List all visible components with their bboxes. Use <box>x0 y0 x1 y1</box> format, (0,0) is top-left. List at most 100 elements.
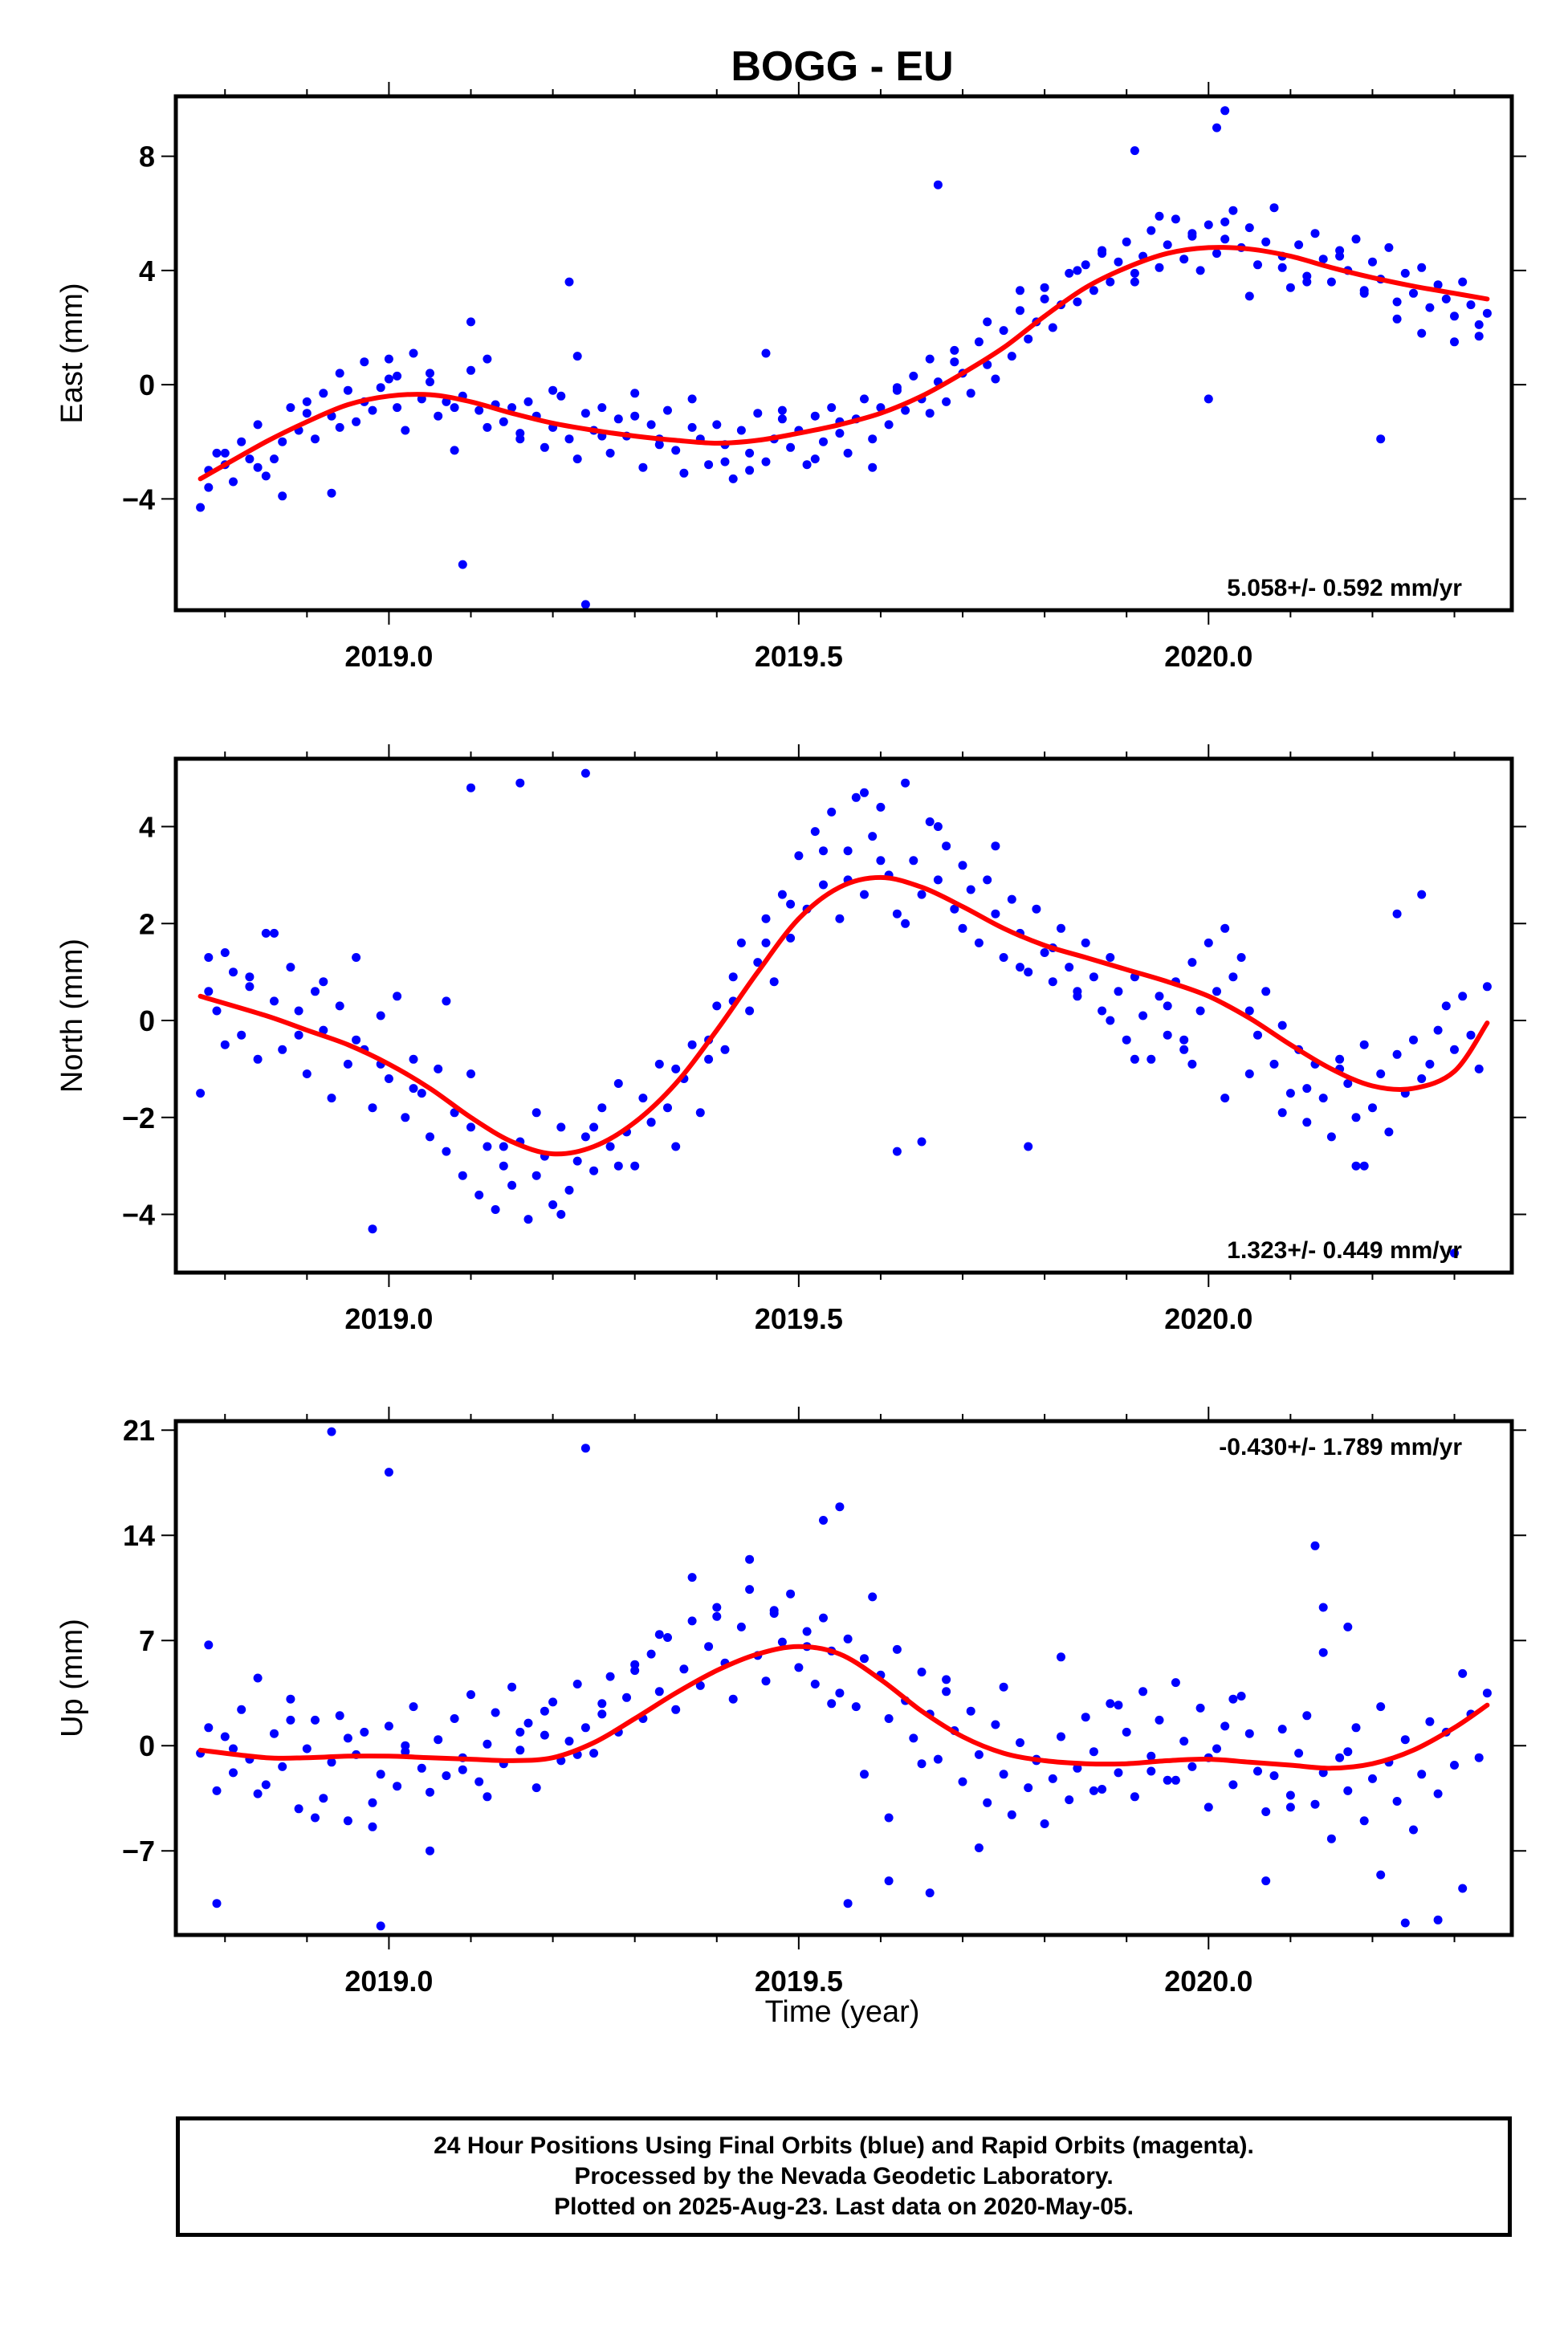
up-data-point <box>687 1573 697 1583</box>
up-data-point <box>261 1780 271 1790</box>
east-data-point <box>827 403 837 413</box>
up-data-point <box>860 1770 869 1779</box>
up-data-point <box>580 1444 590 1453</box>
up-data-point <box>1057 1652 1065 1662</box>
east-data-point <box>1195 266 1205 275</box>
east-data-point <box>1253 260 1262 270</box>
north-data-point <box>1073 987 1082 996</box>
up-data-point <box>597 1699 607 1709</box>
north-data-point <box>1376 1069 1386 1078</box>
north-data-point <box>458 1171 467 1180</box>
east-data-point <box>802 460 812 470</box>
north-data-point <box>499 1161 508 1171</box>
up-data-point <box>311 1813 320 1823</box>
up-data-point <box>671 1705 681 1714</box>
up-data-point <box>278 1762 287 1771</box>
north-data-point <box>253 1054 263 1064</box>
east-data-point <box>1392 314 1402 324</box>
east-data-point <box>843 448 853 458</box>
east-data-point <box>572 352 582 361</box>
east-data-point <box>950 357 959 367</box>
north-data-point <box>1335 1054 1345 1064</box>
north-data-point <box>409 1054 418 1064</box>
footer-line-2: Processed by the Nevada Geodetic Laborat… <box>574 2163 1114 2189</box>
north-y-tick-label: 2 <box>139 907 155 940</box>
east-data-point <box>745 448 755 458</box>
up-data-point <box>1269 1771 1279 1781</box>
east-data-point <box>950 345 959 355</box>
north-data-point <box>819 880 828 890</box>
east-data-point <box>876 403 886 413</box>
east-data-point <box>1114 257 1123 267</box>
north-data-point <box>868 832 878 841</box>
east-data-point <box>1441 294 1451 303</box>
up-data-point <box>917 1759 927 1769</box>
north-data-point <box>237 1030 246 1040</box>
east-data-point <box>1212 249 1221 259</box>
up-data-point <box>1065 1795 1074 1805</box>
north-data-point <box>901 778 910 788</box>
north-data-point <box>786 933 796 943</box>
up-data-point <box>1155 1715 1164 1725</box>
east-data-point <box>1474 332 1484 341</box>
north-data-point <box>810 827 820 837</box>
north-data-point <box>491 1205 500 1214</box>
east-data-point <box>720 457 730 466</box>
up-data-point <box>851 1702 861 1712</box>
east-data-point <box>1433 280 1443 290</box>
up-data-point <box>892 1644 902 1654</box>
east-data-point <box>942 397 951 406</box>
east-data-point <box>810 454 820 464</box>
east-plot-frame <box>173 94 1514 613</box>
up-data-point <box>1146 1751 1156 1761</box>
up-data-point <box>1458 1668 1468 1678</box>
east-data-point <box>909 371 918 381</box>
north-data-point <box>1081 938 1090 947</box>
east-data-point <box>983 317 992 327</box>
east-data-point <box>1155 211 1164 221</box>
east-data-point <box>384 354 393 364</box>
up-data-point <box>605 1672 615 1681</box>
up-data-point <box>1253 1766 1262 1776</box>
north-data-point <box>1368 1103 1377 1113</box>
up-data-point <box>589 1749 599 1758</box>
east-data-point <box>1458 277 1468 287</box>
up-data-point <box>204 1640 214 1650</box>
north-data-point <box>335 1001 344 1011</box>
north-data-point <box>1351 1113 1361 1122</box>
north-x-tick-label: 2020.0 <box>1164 1302 1252 1335</box>
east-data-point <box>868 462 878 472</box>
north-data-point <box>343 1059 352 1069</box>
north-data-point <box>769 977 779 987</box>
north-data-point <box>786 899 796 909</box>
up-data-point <box>376 1921 385 1931</box>
north-data-point <box>580 768 590 778</box>
east-data-point <box>458 560 467 569</box>
east-data-point <box>1089 286 1098 295</box>
up-data-point <box>212 1899 222 1908</box>
east-data-point <box>261 471 271 481</box>
up-data-point <box>1089 1747 1098 1757</box>
up-data-point <box>409 1702 418 1712</box>
east-data-point <box>1400 268 1410 278</box>
north-data-point <box>589 1122 599 1132</box>
north-data-point <box>983 875 992 885</box>
north-data-point <box>352 953 361 962</box>
east-data-point <box>786 442 796 452</box>
east-data-point <box>630 411 640 421</box>
up-data-point <box>1098 1785 1107 1794</box>
north-data-point <box>1392 1049 1402 1059</box>
up-data-point <box>786 1589 796 1599</box>
east-data-point <box>352 417 361 426</box>
north-data-point <box>1024 1142 1033 1151</box>
north-data-point <box>925 817 935 826</box>
north-data-point <box>1359 1040 1369 1049</box>
up-data-point <box>384 1468 393 1477</box>
north-data-point <box>401 1113 410 1122</box>
east-data-point <box>892 383 902 393</box>
east-y-tick-label: 4 <box>139 255 155 287</box>
east-data-point <box>1040 294 1049 303</box>
east-data-point <box>393 403 402 413</box>
north-x-tick-label: 2019.0 <box>344 1302 433 1335</box>
east-y-tick-label: 0 <box>139 369 155 401</box>
